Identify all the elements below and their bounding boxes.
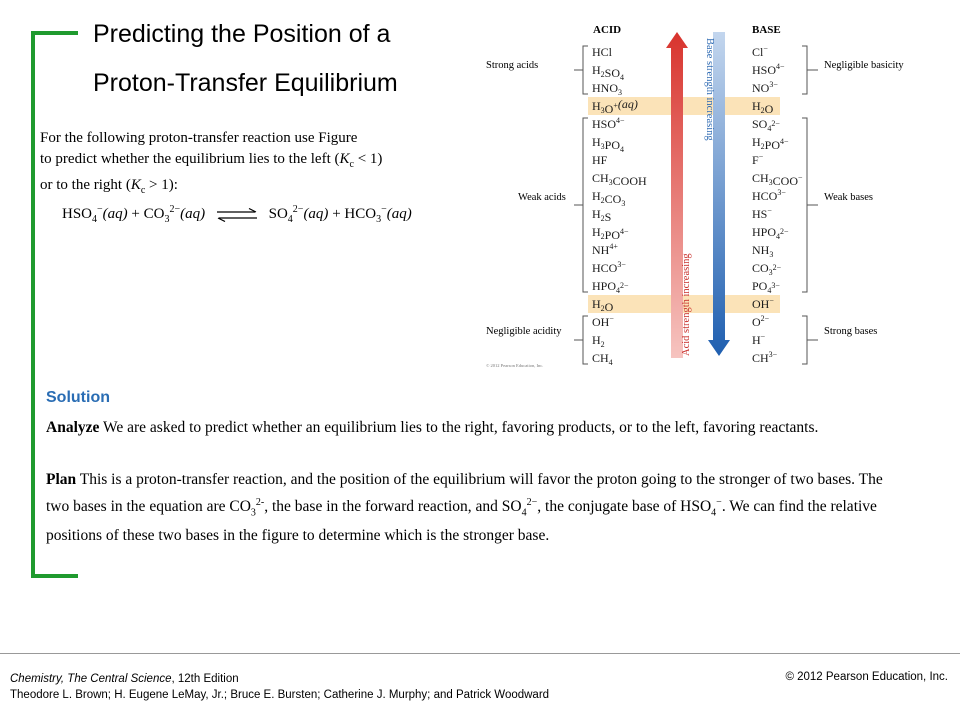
acid-formula-4: HSO4− bbox=[592, 116, 625, 131]
prompt-line-3: or to the right (Kc > 1): bbox=[40, 177, 178, 196]
acid-formula-13: HPO42− bbox=[592, 279, 629, 295]
base-formula-13: PO43− bbox=[752, 279, 780, 295]
acid-formula-3: H3O+(aq) bbox=[592, 97, 638, 116]
footer-book-title: Chemistry, The Central Science bbox=[10, 673, 172, 685]
acid-formula-7: CH3COOH bbox=[592, 171, 647, 188]
base-formula-14: OH− bbox=[752, 296, 774, 311]
slide-title-line-2: Proton-Transfer Equilibrium bbox=[93, 69, 398, 97]
left-label-weak-acids: Weak acids bbox=[518, 192, 566, 203]
reactant-hso4: HSO4−(aq) bbox=[62, 204, 128, 225]
acid-formula-12: HCO3− bbox=[592, 260, 626, 275]
acid-base-strength-figure: ACID BASE Acid strength increasing Base … bbox=[486, 24, 904, 369]
footer-edition: , 12th Edition bbox=[171, 673, 239, 685]
base-formula-7: CH3COO− bbox=[752, 171, 803, 188]
base-formula-10: HPO42− bbox=[752, 225, 789, 241]
prompt-line-2: to predict whether the equilibrium lies … bbox=[40, 151, 383, 170]
reaction-equation: HSO4−(aq) + CO32−(aq) SO42−(aq) + HCO3−(… bbox=[62, 204, 412, 225]
acid-formula-6: HF bbox=[592, 153, 608, 167]
base-formula-8: HCO3− bbox=[752, 188, 786, 203]
acid-formula-10: H2PO4− bbox=[592, 225, 629, 242]
base-formula-16: H− bbox=[752, 332, 766, 347]
right-label-weak-bases: Weak bases bbox=[824, 192, 873, 203]
base-formula-11: NH3 bbox=[752, 243, 773, 259]
right-bracket-2 bbox=[802, 315, 818, 365]
prompt-line-1: For the following proton-transfer reacti… bbox=[40, 130, 358, 146]
acid-formula-0: HCl bbox=[592, 45, 613, 59]
highlight-row-14 bbox=[588, 295, 780, 313]
reactant-co3: CO32−(aq) bbox=[143, 204, 206, 225]
base-formula-12: CO32− bbox=[752, 261, 782, 277]
left-label-strong-acids: Strong acids bbox=[486, 60, 538, 71]
right-bracket-0 bbox=[802, 45, 818, 95]
base-formula-1: HSO4− bbox=[752, 62, 785, 77]
equilibrium-arrows-icon bbox=[216, 207, 257, 222]
footer-citation: Chemistry, The Central Science, 12th Edi… bbox=[10, 671, 549, 703]
green-bracket-bottom bbox=[31, 574, 78, 578]
base-arrow-label: Base strength increasing bbox=[704, 38, 715, 141]
highlight-row-3 bbox=[588, 97, 780, 115]
base-formula-9: HS− bbox=[752, 206, 772, 221]
green-bracket bbox=[31, 31, 35, 578]
acid-formula-8: H2CO3 bbox=[592, 189, 625, 208]
base-formula-4: SO42− bbox=[752, 117, 780, 133]
acid-arrow-label: Acid strength increasing bbox=[681, 253, 692, 356]
plan-paragraph: Plan This is a proton-transfer reaction,… bbox=[46, 471, 883, 545]
acid-strength-arrow bbox=[666, 32, 688, 358]
product-so4: SO42−(aq) bbox=[268, 204, 329, 225]
question-prompt: For the following proton-transfer reacti… bbox=[40, 128, 480, 201]
footer-copyright: © 2012 Pearson Education, Inc. bbox=[785, 671, 948, 683]
slide-title-line-1: Predicting the Position of a bbox=[93, 20, 391, 48]
acid-column-header: ACID bbox=[593, 24, 621, 36]
right-label-strong-bases: Strong bases bbox=[824, 326, 877, 337]
acid-formula-2: HNO3 bbox=[592, 81, 622, 97]
base-formula-17: CH3− bbox=[752, 350, 778, 365]
acid-formula-9: H2S bbox=[592, 207, 611, 224]
base-formula-0: Cl− bbox=[752, 44, 768, 59]
left-bracket-2 bbox=[574, 315, 588, 365]
right-label-negligible-basicity: Negligible basicity bbox=[824, 60, 904, 71]
footer-divider bbox=[0, 653, 960, 654]
left-label-negligible-acidity: Negligible acidity bbox=[486, 326, 562, 337]
green-bracket-top bbox=[31, 31, 78, 35]
base-formula-6: F− bbox=[752, 152, 764, 167]
acid-formula-11: NH4+ bbox=[592, 242, 618, 257]
base-formula-5: H2PO4− bbox=[752, 135, 789, 152]
footer-authors: Theodore L. Brown; H. Eugene LeMay, Jr.;… bbox=[10, 689, 550, 701]
analyze-paragraph: Analyze We are asked to predict whether … bbox=[46, 419, 819, 436]
solution-heading: Solution bbox=[46, 389, 110, 406]
base-formula-15: O2− bbox=[752, 314, 770, 329]
base-formula-2: NO3− bbox=[752, 80, 778, 95]
acid-formula-14: H2O bbox=[592, 297, 614, 314]
figure-copyright: © 2012 Pearson Education, Inc. bbox=[486, 363, 543, 369]
acid-formula-1: H2SO4 bbox=[592, 63, 624, 82]
product-hco3: HCO3−(aq) bbox=[344, 204, 412, 225]
acid-formula-5: H3PO4 bbox=[592, 135, 624, 154]
right-bracket-1 bbox=[802, 117, 818, 293]
left-bracket-1 bbox=[574, 117, 588, 293]
acid-formula-16: H2 bbox=[592, 333, 605, 349]
base-column-header: BASE bbox=[752, 24, 781, 36]
base-strength-arrow bbox=[708, 32, 730, 356]
base-formula-3: H2O bbox=[752, 99, 774, 116]
left-bracket-0 bbox=[574, 45, 588, 95]
acid-formula-17: CH4 bbox=[592, 351, 613, 367]
acid-formula-15: OH− bbox=[592, 314, 614, 329]
